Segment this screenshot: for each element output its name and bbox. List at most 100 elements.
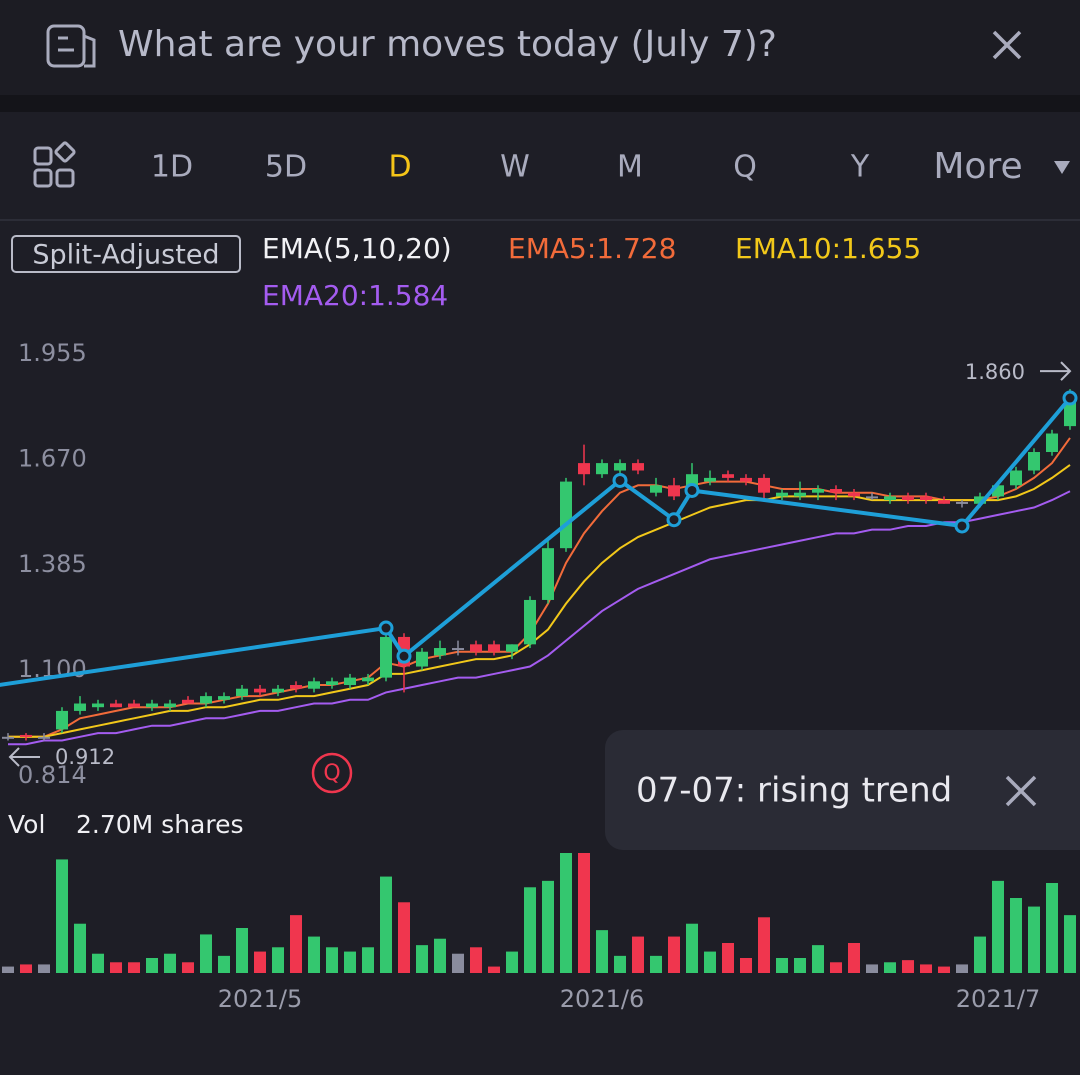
candle-body [200,696,212,704]
candle-body [182,699,194,704]
ema-legend: EMA10:1.655 [735,232,921,265]
tab[interactable]: Q [733,150,757,185]
volume-bar [614,955,626,973]
candle-body [2,736,14,739]
candle-body [362,677,374,682]
tab[interactable]: W [500,150,530,185]
volume-bar [290,915,302,973]
volume-bar [542,880,554,973]
candle-body [38,736,50,739]
header-title: What are your moves today (July 7)? [118,24,777,65]
ema-legend: EMA5:1.728 [508,232,676,265]
note-icon [46,24,96,68]
volume-bar [902,960,914,973]
x-tick-label: 2021/5 [218,985,302,1013]
x-tick-label: 2021/7 [956,985,1040,1013]
tab[interactable]: 1D [151,150,193,185]
volume-bar [38,964,50,973]
candle-body [722,474,734,478]
volume-bar [434,938,446,973]
indicator-label: EMA(5,10,20) [262,232,452,265]
volume-bar [128,962,140,973]
volume-bar [920,964,932,973]
trend-point [612,472,628,488]
y-tick-label: 1.385 [18,550,87,578]
candle-body [92,703,104,708]
y-tick-label: 1.670 [18,444,87,472]
volume-bar [74,923,86,973]
layout-icon[interactable] [33,141,76,188]
volume-bar [146,958,158,973]
volume-bar [1064,915,1076,973]
volume-bar [218,955,230,973]
candle-body [704,477,716,482]
volume-bar [470,947,482,973]
tab[interactable]: More [933,146,1022,187]
more-arrow[interactable] [1054,161,1070,174]
close-button[interactable] [992,30,1022,60]
candle-body [542,548,554,600]
ema-line [8,490,1071,746]
candle-body [272,688,284,693]
volume-value: 2.70M shares [76,810,244,839]
candle-body [1046,433,1058,453]
candle-body [290,685,302,689]
volume-bar [722,943,734,973]
volume-bar [1028,906,1040,973]
tab[interactable]: D [388,150,411,185]
volume-bar [362,947,374,973]
candle-body [776,492,788,497]
volume-bar [776,958,788,973]
toast-close[interactable] [1005,775,1037,807]
candle-body [488,644,500,652]
volume-bar [56,859,68,973]
trend-point [684,482,700,498]
tab[interactable]: Y [850,150,870,185]
volume-bar [1010,898,1022,973]
badge-label[interactable]: Split-Adjusted [32,240,219,271]
volume-bar [164,953,176,973]
candle-body [632,463,644,471]
candle-body [812,488,824,493]
candle-body [1010,470,1022,486]
volume-bar [506,951,518,973]
volume-bar [632,936,644,973]
trend-point [378,620,394,636]
tab[interactable]: M [617,150,643,185]
toast [605,730,1080,850]
y-tick-label: 1.955 [18,339,87,367]
volume-bar [92,953,104,973]
volume-bar [758,917,770,973]
volume-bar [524,887,536,973]
candle-body [1028,452,1040,471]
volume-bar [344,951,356,973]
candle-body [74,703,86,711]
candle-body [308,681,320,689]
candle-body [110,703,122,708]
candle-body [506,644,518,652]
candle-body [452,648,464,651]
volume-bar [326,947,338,973]
volume-bar [794,958,806,973]
candle-body [866,496,878,499]
volume-bar [938,966,950,973]
y-tick-label: 0.814 [18,761,87,789]
volume-bar [866,964,878,973]
candle-body [1064,400,1076,427]
volume-bar [830,962,842,973]
high-label: 1.860 [965,360,1025,384]
candle-body [380,636,392,678]
volume-bar [992,880,1004,973]
candle-body [938,500,950,504]
volume-bar [272,947,284,973]
volume-bar [254,951,266,973]
candle-body [902,496,914,501]
volume-bar [200,934,212,973]
high-arrow [1040,361,1072,381]
tab[interactable]: 5D [265,150,307,185]
candle-body [884,496,896,501]
candle-body [20,734,32,737]
badge-frame[interactable] [11,235,241,273]
